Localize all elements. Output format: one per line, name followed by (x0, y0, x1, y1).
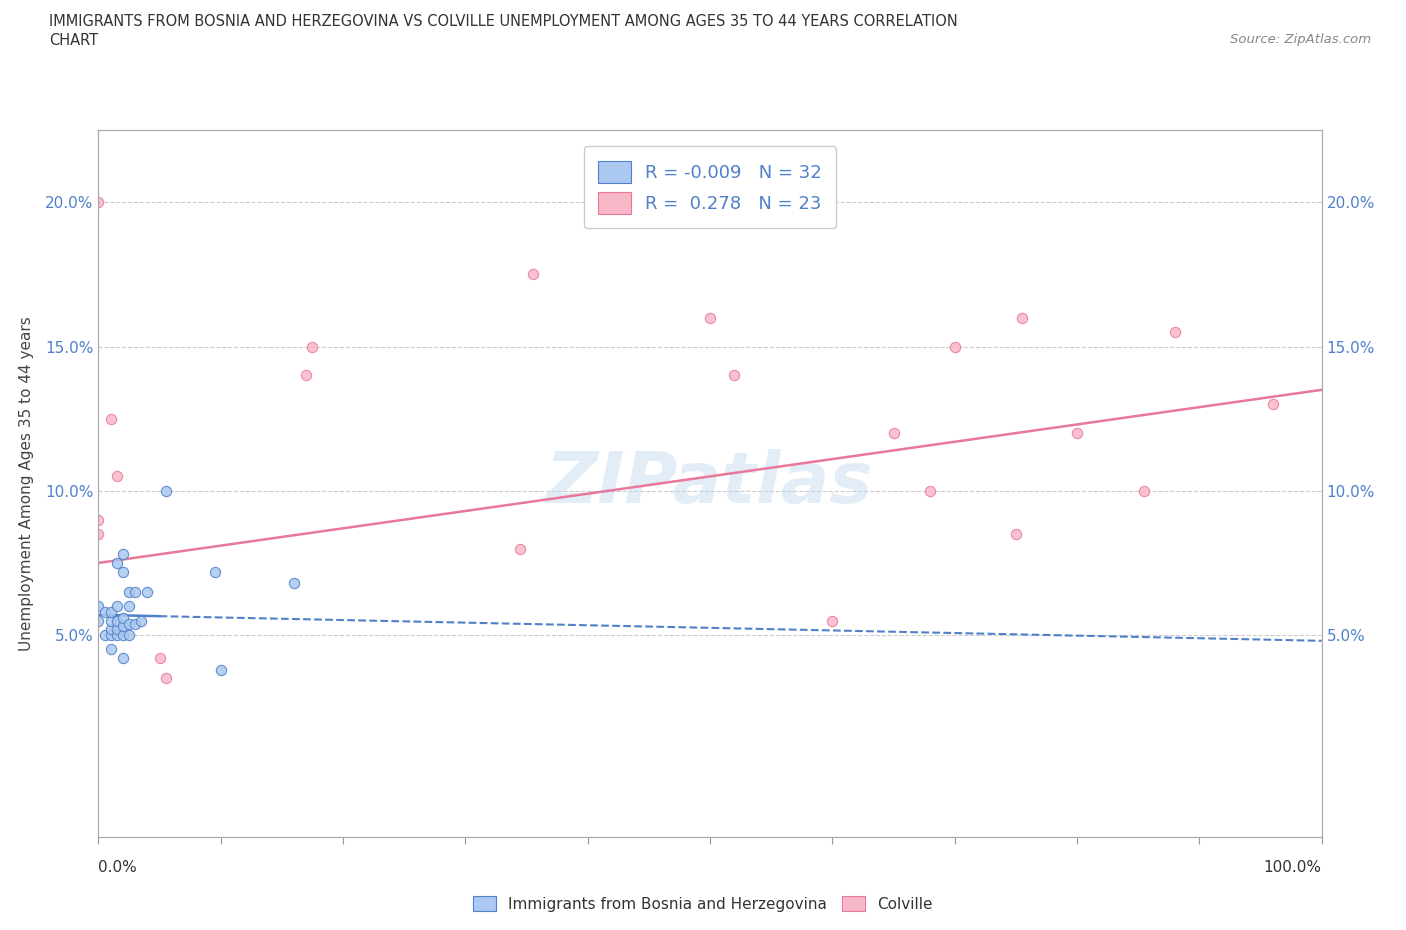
Point (821, 613, 844, 628)
Point (105, 622, 128, 637)
Point (93, 628, 115, 643)
Point (1011, 311, 1033, 325)
Point (105, 628, 128, 643)
Point (699, 311, 721, 325)
Point (124, 616, 146, 631)
Point (1261, 397, 1284, 412)
Point (118, 628, 141, 643)
Legend: Immigrants from Bosnia and Herzegovina, Colville: Immigrants from Bosnia and Herzegovina, … (467, 889, 939, 918)
Point (105, 613, 128, 628)
Point (93, 604, 115, 619)
Point (149, 651, 172, 666)
Point (87, 195, 110, 210)
Point (100, 642, 122, 657)
Text: Source: ZipAtlas.com: Source: ZipAtlas.com (1230, 33, 1371, 46)
Point (100, 613, 122, 628)
Point (883, 426, 905, 441)
Point (100, 604, 122, 619)
Text: 100.0%: 100.0% (1264, 860, 1322, 875)
Point (943, 339, 966, 354)
Point (100, 411, 122, 426)
Point (509, 541, 531, 556)
Point (723, 368, 745, 383)
Point (124, 584, 146, 599)
Point (111, 610, 134, 625)
Y-axis label: Unemployment Among Ages 35 to 44 years: Unemployment Among Ages 35 to 44 years (20, 316, 34, 651)
Text: 0.0%: 0.0% (98, 860, 138, 875)
Text: IMMIGRANTS FROM BOSNIA AND HERZEGOVINA VS COLVILLE UNEMPLOYMENT AMONG AGES 35 TO: IMMIGRANTS FROM BOSNIA AND HERZEGOVINA V… (49, 14, 957, 29)
Point (111, 628, 134, 643)
Point (111, 565, 134, 579)
Point (111, 651, 134, 666)
Text: ZIPatlas: ZIPatlas (547, 449, 873, 518)
Point (129, 613, 152, 628)
Point (155, 484, 177, 498)
Point (105, 555, 128, 570)
Point (87, 526, 110, 541)
Point (105, 599, 128, 614)
Legend: R = -0.009   N = 32, R =  0.278   N = 23: R = -0.009 N = 32, R = 0.278 N = 23 (583, 146, 837, 228)
Point (100, 622, 122, 637)
Text: CHART: CHART (49, 33, 98, 47)
Point (87, 599, 110, 614)
Point (136, 584, 159, 599)
Point (118, 616, 141, 631)
Point (155, 671, 177, 685)
Point (105, 469, 128, 484)
Point (283, 576, 305, 591)
Point (87, 613, 110, 628)
Point (209, 662, 232, 677)
Point (301, 339, 323, 354)
Point (204, 565, 226, 579)
Point (111, 619, 134, 634)
Point (920, 484, 942, 498)
Point (87, 512, 110, 527)
Point (1004, 526, 1026, 541)
Point (111, 547, 134, 562)
Point (118, 599, 141, 614)
Point (295, 368, 318, 383)
Point (1164, 325, 1187, 339)
Point (1133, 484, 1156, 498)
Point (522, 267, 544, 282)
Point (1066, 426, 1088, 441)
Point (118, 584, 141, 599)
Point (100, 628, 122, 643)
